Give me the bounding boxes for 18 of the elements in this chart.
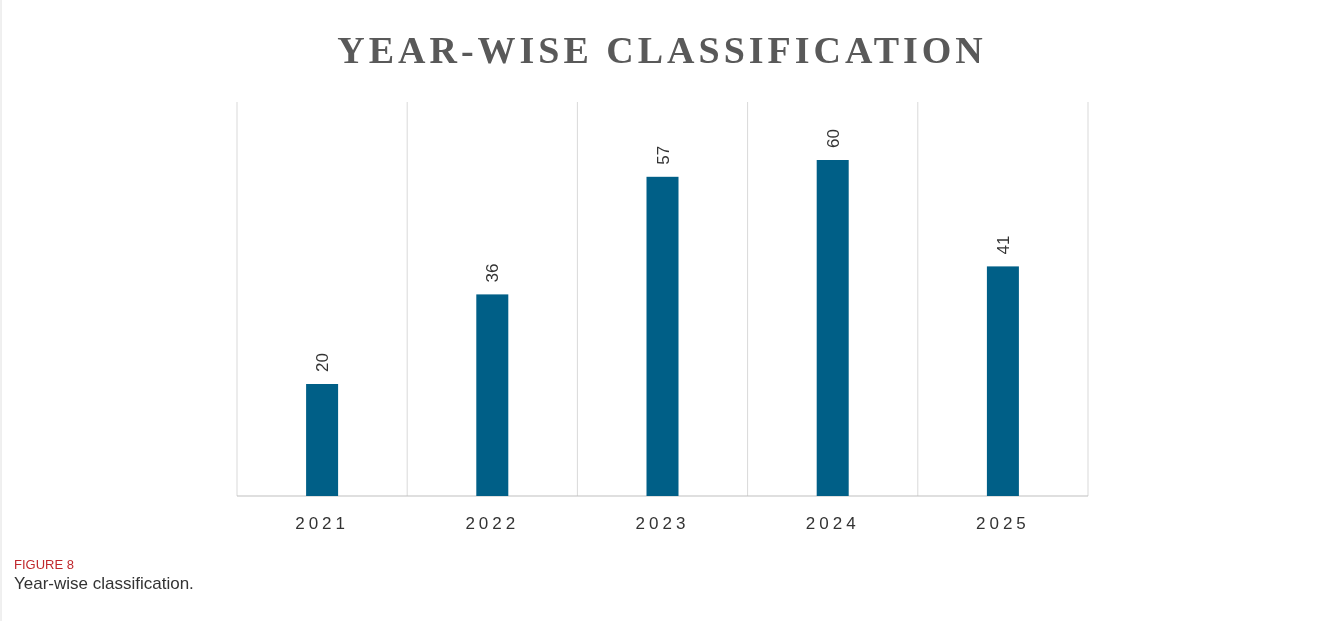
x-tick-label: 2023: [635, 514, 690, 533]
x-tick-label: 2021: [295, 514, 350, 533]
bar: [646, 176, 679, 496]
x-tick-label: 2025: [975, 514, 1030, 533]
x-tick-label: 2024: [805, 514, 860, 533]
caption: FIGURE 8: [14, 557, 74, 572]
data-label: 36: [483, 263, 503, 283]
chart-title: YEAR-WISE CLASSIFICATION: [337, 29, 987, 71]
data-label: 41: [993, 235, 1013, 255]
bar: [816, 160, 849, 496]
x-tick-label: 2022: [465, 514, 520, 533]
bar: [306, 384, 339, 496]
text: Year-wise classification.: [14, 574, 194, 593]
bar: [986, 266, 1019, 496]
data-label: 20: [313, 353, 333, 372]
bar: [476, 294, 509, 496]
data-label: 57: [653, 145, 673, 165]
data-label: 60: [823, 129, 843, 148]
